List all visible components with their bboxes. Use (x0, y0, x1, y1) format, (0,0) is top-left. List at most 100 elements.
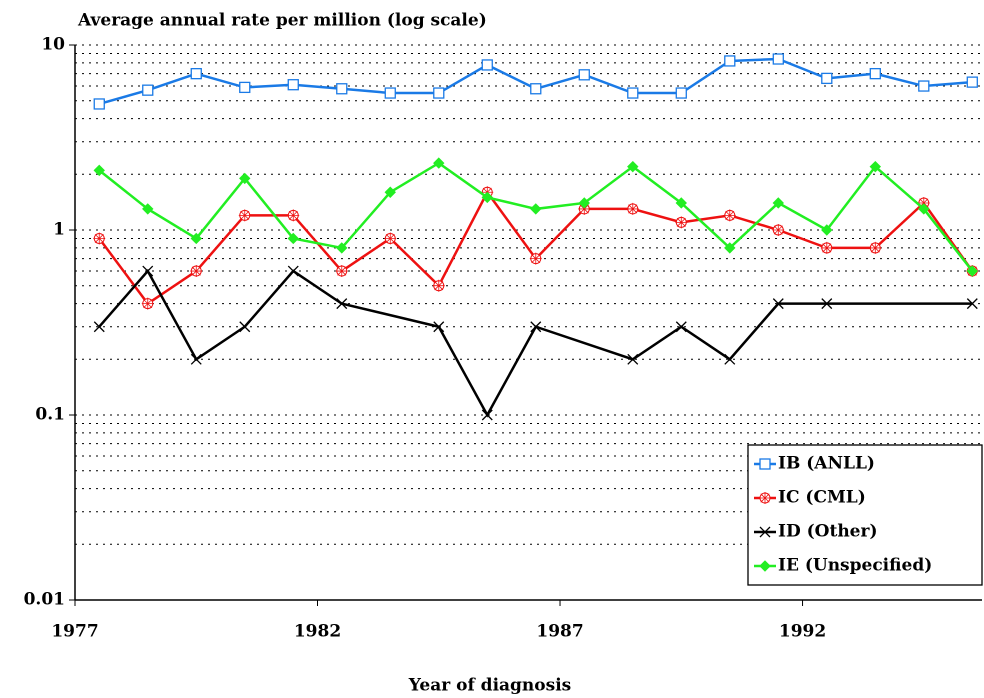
marker (723, 209, 736, 222)
legend-label: IB (ANLL) (778, 454, 875, 474)
chart-title: Average annual rate per million (log sca… (77, 11, 487, 31)
series-line (98, 268, 973, 418)
marker (190, 353, 202, 365)
marker (724, 242, 736, 254)
marker (759, 458, 771, 470)
marker (869, 160, 882, 173)
marker-star (238, 209, 251, 222)
marker (675, 321, 687, 333)
marker (287, 232, 299, 245)
marker (93, 321, 105, 333)
legend-box (747, 444, 983, 586)
marker-star (432, 279, 445, 292)
marker (966, 298, 978, 310)
marker (239, 321, 251, 333)
marker (918, 203, 930, 215)
marker (239, 172, 251, 185)
marker (578, 202, 591, 215)
marker (759, 492, 771, 504)
x-tick-label: 1977 (51, 622, 98, 642)
marker (627, 353, 639, 365)
marker (869, 68, 881, 80)
marker (335, 265, 348, 278)
marker (142, 265, 154, 277)
x-tick-label: 1987 (536, 622, 583, 642)
marker-star (384, 232, 397, 245)
marker (966, 265, 979, 277)
marker (336, 298, 348, 310)
marker (238, 209, 251, 222)
marker-star (820, 241, 833, 254)
marker (759, 560, 771, 572)
y-tick-label: 0.1 (35, 405, 65, 425)
marker (578, 197, 590, 209)
marker (336, 83, 348, 95)
y-tick-label: 1 (53, 220, 65, 240)
marker (966, 76, 978, 88)
marker (724, 55, 736, 67)
marker (239, 81, 251, 94)
marker (869, 241, 882, 254)
legend-label: ID (Other) (778, 522, 878, 542)
marker (772, 53, 784, 65)
marker (530, 203, 542, 215)
marker (675, 197, 687, 209)
marker (384, 232, 397, 245)
marker (141, 297, 154, 310)
marker (627, 160, 639, 173)
marker (821, 224, 833, 236)
x-axis-label: Year of diagnosis (408, 676, 571, 696)
marker (918, 80, 930, 92)
x-tick-label: 1992 (779, 622, 826, 642)
legend-label: IE (Unspecified) (778, 556, 932, 576)
marker-star (759, 492, 771, 504)
marker (336, 242, 348, 254)
marker (675, 216, 688, 229)
x-tick-label: 1982 (294, 622, 341, 642)
marker-star (869, 241, 882, 254)
marker (772, 298, 784, 310)
legend-label: IC (CML) (778, 488, 866, 508)
marker-star (141, 297, 154, 310)
marker-star (93, 232, 106, 245)
marker (384, 87, 396, 99)
marker (530, 321, 542, 333)
marker (93, 98, 105, 110)
marker (190, 265, 203, 278)
marker (772, 197, 784, 209)
marker (772, 224, 785, 236)
marker (93, 164, 105, 177)
marker-star (335, 265, 348, 278)
marker (578, 69, 590, 81)
marker (433, 87, 445, 99)
marker (142, 203, 154, 215)
marker-star (626, 202, 639, 215)
marker-star (772, 224, 785, 236)
marker (190, 68, 202, 80)
marker (433, 157, 445, 169)
marker (432, 279, 445, 292)
marker (530, 83, 542, 95)
marker (529, 252, 542, 265)
marker-star (287, 209, 300, 222)
y-tick-label: 10 (41, 35, 65, 55)
marker (287, 209, 300, 222)
marker (142, 84, 154, 96)
marker (190, 232, 202, 245)
marker (93, 232, 106, 245)
series-line (98, 57, 973, 106)
marker (820, 241, 833, 254)
marker (481, 59, 493, 71)
marker (433, 321, 445, 333)
marker (821, 298, 833, 310)
marker (724, 353, 736, 365)
marker-star (675, 216, 688, 229)
marker (759, 526, 771, 538)
marker (481, 409, 493, 421)
marker (481, 191, 493, 204)
marker-star (723, 209, 736, 222)
marker (384, 186, 396, 198)
marker (821, 72, 833, 85)
marker (626, 202, 639, 215)
marker (287, 79, 299, 91)
